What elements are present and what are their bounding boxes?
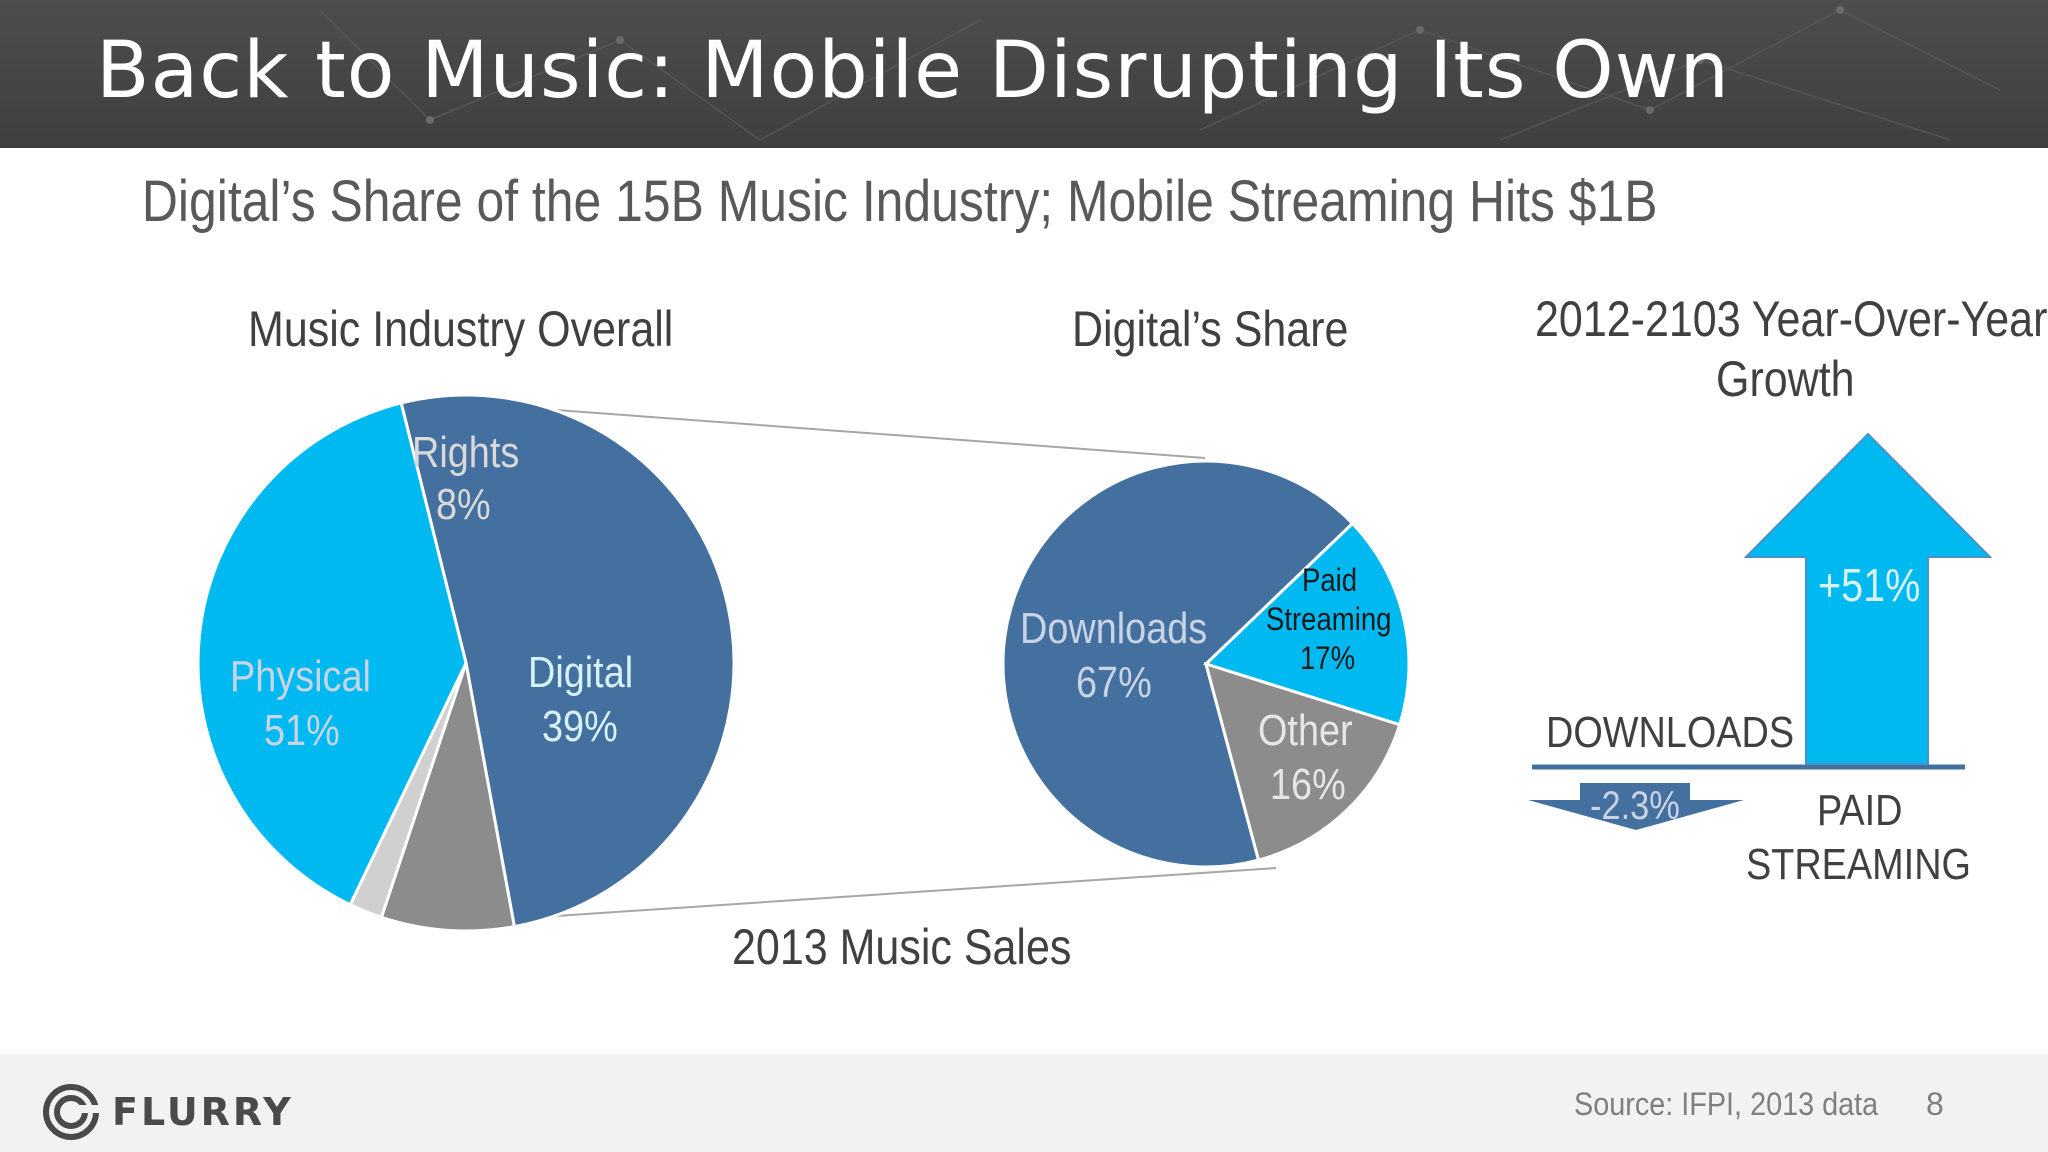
growth-title-line2: Growth [1716,351,1855,407]
flurry-logo-icon [43,1084,99,1140]
connector-bottom-line [555,867,1277,917]
header-bar: Back to Music: Mobile Disrupting Its Own [0,0,2048,148]
paid-streaming-growth-arrow [1743,432,1993,765]
connector-top-line [555,409,1206,459]
pie-music-industry [196,393,736,933]
growth-title-line1: 2012-2103 Year-Over-Year [1535,291,2048,347]
growth-downloads-value: -2.3% [1590,784,1680,828]
slide-title: Back to Music: Mobile Disrupting Its Own [96,26,1730,116]
pie1-title: Music Industry Overall [248,301,674,357]
pie2-downloads-label: Downloads [1020,604,1208,653]
pie1-rights-value: 8% [436,480,491,529]
pie1-slice-digital [196,401,468,907]
pie1-slice-physical [399,393,736,929]
growth-downloads-label: DOWNLOADS [1546,708,1795,757]
growth-chart [1528,432,1993,830]
page-number: 8 [1926,1086,1944,1122]
flurry-logo: FLURRY [42,1083,294,1141]
pie-digital-share [1001,459,1411,869]
source-note: Source: IFPI, 2013 data [1574,1086,1879,1122]
pie2-paid-value: 17% [1300,640,1356,676]
pie1-digital-label: Digital [528,648,634,697]
pie2-slice-other [1203,661,1402,862]
pie1-digital-value: 39% [542,702,618,751]
pie1-physical-label: Physical [230,652,371,701]
pie2-other-value: 16% [1270,760,1346,809]
flurry-logo-text: FLURRY [112,1090,294,1134]
slide-subtitle: Digital’s Share of the 15B Music Industr… [141,169,1658,234]
charts-canvas [196,393,1993,933]
pie1-rights-label: Rights [412,428,520,477]
pie2-slice-downloads [1001,459,1355,869]
pie2-title: Digital’s Share [1072,301,1349,357]
pie1-slice-rights [379,662,517,933]
network-pattern [319,6,2001,141]
pie2-other-label: Other [1258,706,1353,755]
downloads-growth-down-arrow [1528,783,1744,830]
growth-paid-label-line2: STREAMING [1746,840,1971,889]
chart-caption: 2013 Music Sales [732,919,1072,975]
pie2-downloads-value: 67% [1076,658,1152,707]
growth-paid-label-line1: PAID [1817,786,1903,835]
pie2-slice-paid-streaming [1203,521,1411,727]
pie2-paid-label-line1: Paid [1302,562,1358,598]
pie2-paid-label-line2: Streaming [1266,601,1392,637]
pie1-physical-value: 51% [264,706,340,755]
growth-paid-value: +51% [1818,559,1921,611]
footer-bar [0,1054,2048,1152]
